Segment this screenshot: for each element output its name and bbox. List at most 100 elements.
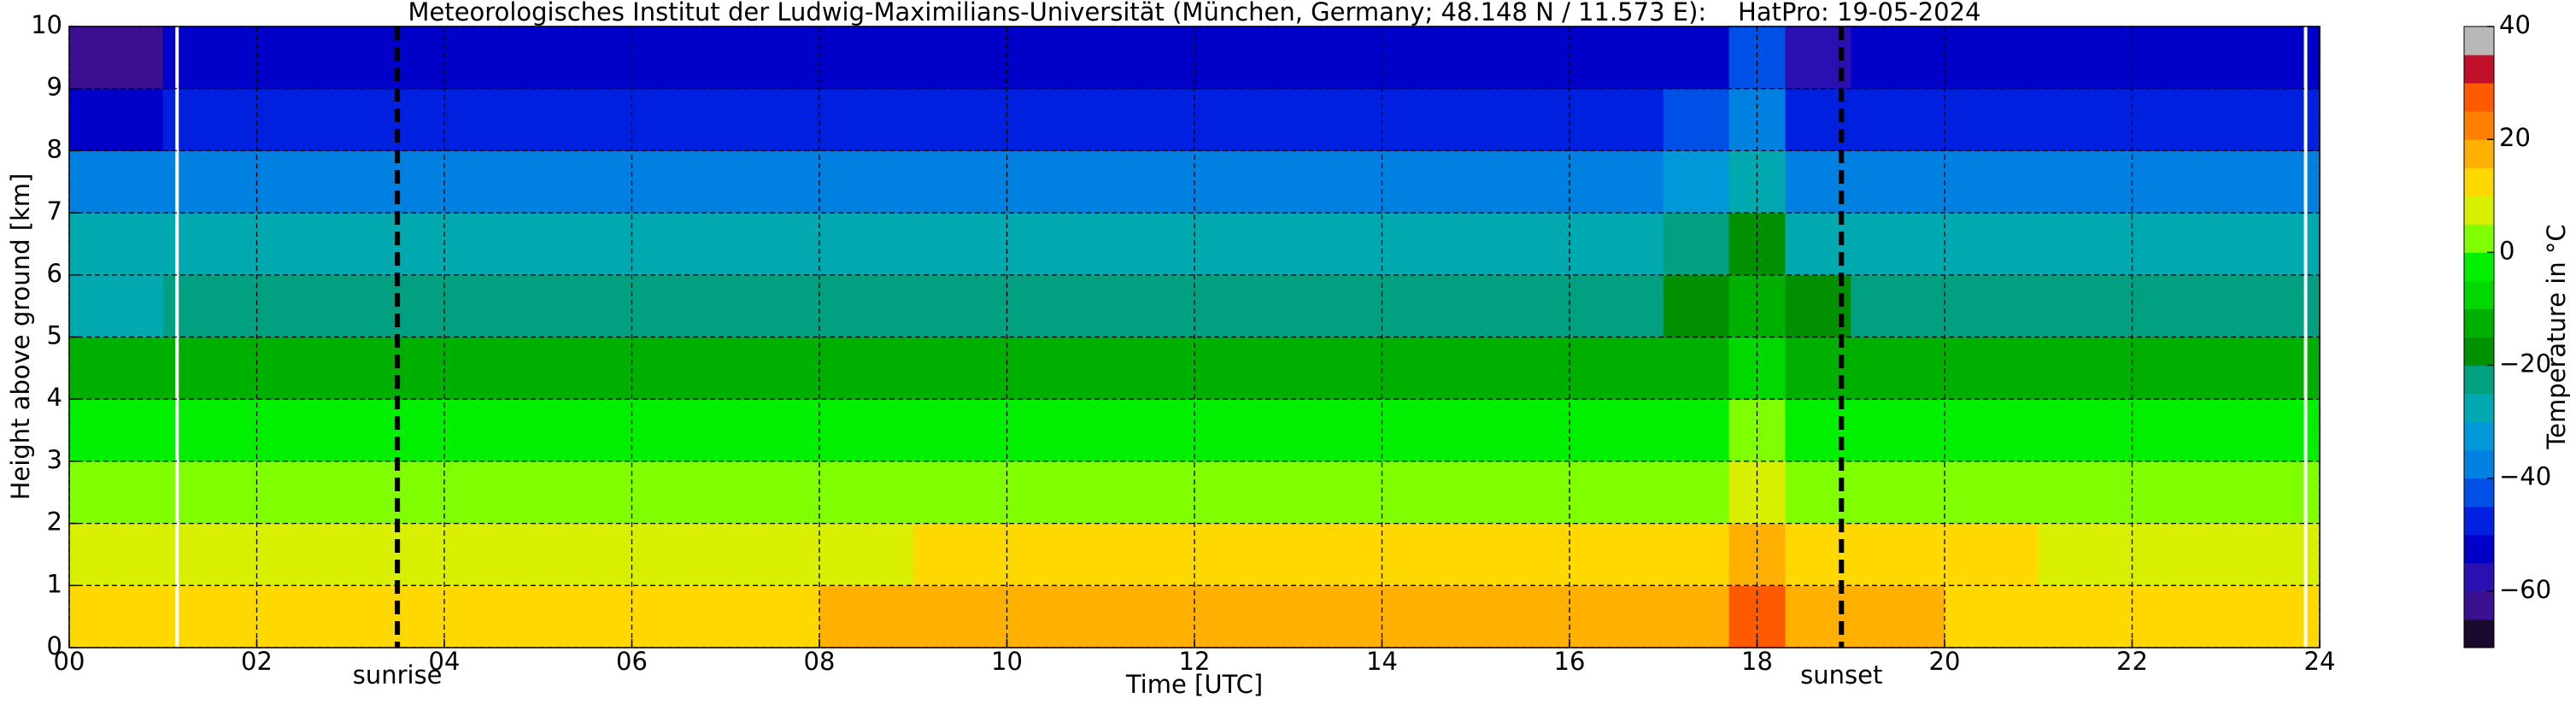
heatmap-cell: [2038, 399, 2133, 462]
chart-title: Meteorologisches Institut der Ludwig-Max…: [408, 0, 1980, 26]
heatmap-cell: [1194, 399, 1289, 462]
heatmap-cell: [537, 274, 633, 338]
heatmap-cell: [1194, 585, 1289, 648]
heatmap-cell: [2132, 585, 2227, 648]
heatmap-cell: [912, 26, 1008, 90]
heatmap-cell: [1476, 88, 1570, 151]
heatmap-cell: [1945, 337, 2039, 400]
heatmap-cell: [537, 523, 633, 586]
x-tick-label: 08: [804, 647, 836, 676]
y-tick-label: 3: [47, 445, 62, 474]
heatmap-cell: [2038, 337, 2133, 400]
heatmap-cell: [725, 88, 820, 151]
heatmap-cell: [1663, 88, 1730, 151]
heatmap-cell: [631, 399, 726, 462]
heatmap-cell: [1570, 399, 1664, 462]
heatmap-cell: [725, 150, 820, 214]
heatmap-cell: [537, 150, 633, 214]
heatmap-cell: [1570, 461, 1664, 525]
heatmap-cell: [1006, 337, 1101, 400]
heatmap-cell: [1382, 461, 1476, 525]
heatmap-cell: [912, 523, 1008, 586]
heatmap-cell: [1945, 274, 2039, 338]
y-tick-label: 4: [47, 383, 62, 412]
heatmap-cell: [537, 337, 633, 400]
heatmap-cell: [444, 213, 539, 276]
x-tick-label: 18: [1741, 647, 1773, 676]
heatmap-cell: [256, 26, 351, 90]
x-tick-label: 12: [1179, 647, 1211, 676]
heatmap-cell: [1663, 150, 1730, 214]
heatmap-cell: [1006, 213, 1101, 276]
heatmap-cell: [631, 461, 726, 525]
heatmap-cell: [2038, 150, 2133, 214]
colorbar-segment: [2464, 167, 2494, 197]
heatmap-cell: [1382, 337, 1476, 400]
heatmap-cell: [1006, 88, 1101, 151]
heatmap-cell: [1570, 26, 1664, 90]
heatmap-cell: [725, 523, 820, 586]
colorbar-tick-label: −40: [2499, 462, 2551, 491]
heatmap-cell: [1851, 213, 1945, 276]
heatmap-cell: [69, 399, 164, 462]
heatmap-cell: [2132, 274, 2227, 338]
x-tick-label: 20: [1929, 647, 1961, 676]
heatmap-cell: [631, 26, 726, 90]
heatmap-cell: [1006, 523, 1101, 586]
heatmap-cell: [1785, 461, 1851, 525]
colorbar-segment: [2464, 506, 2494, 536]
heatmap-cell: [1194, 461, 1289, 525]
y-tick-label: 9: [47, 73, 62, 102]
heatmap-cell: [350, 585, 445, 648]
heatmap-cell: [1006, 461, 1101, 525]
heatmap-cell: [912, 337, 1008, 400]
heatmap-cell: [1100, 150, 1195, 214]
heatmap-cell: [69, 26, 164, 90]
heatmap-cell: [631, 585, 726, 648]
heatmap-cell: [350, 461, 445, 525]
heatmap-cell: [912, 274, 1008, 338]
heatmap-cell: [1945, 88, 2039, 151]
heatmap-cell: [912, 213, 1008, 276]
heatmap-cell: [1785, 585, 1851, 648]
heatmap-cell: [1851, 461, 1945, 525]
heatmap-cell: [1382, 88, 1476, 151]
heatmap-cell: [2038, 461, 2133, 525]
heatmap-cell: [1382, 26, 1476, 90]
annotation-label: sunset: [1800, 660, 1882, 689]
heatmap-cell: [1663, 274, 1730, 338]
heatmap-cell: [2038, 26, 2133, 90]
heatmap-cell: [1663, 213, 1730, 276]
plot-frame: [68, 26, 2321, 648]
heatmap-cell: [69, 88, 164, 151]
heatmap-cell: [1100, 523, 1195, 586]
heatmap-cell: [2132, 150, 2227, 214]
x-tick-label: 14: [1366, 647, 1398, 676]
heatmap-cell: [256, 461, 351, 525]
heatmap-cell: [2132, 461, 2227, 525]
heatmap-cell: [1100, 337, 1195, 400]
heatmap-cell: [69, 213, 164, 276]
heatmap-cell: [1945, 461, 2039, 525]
heatmap-cell: [1382, 399, 1476, 462]
x-tick-label: 04: [429, 647, 461, 676]
heatmap-cell: [1851, 399, 1945, 462]
y-tick-label: 6: [47, 259, 62, 288]
heatmap-cell: [1100, 585, 1195, 648]
heatmap-cell: [256, 585, 351, 648]
heatmap-cell: [537, 88, 633, 151]
y-tick-label: 7: [47, 197, 62, 226]
x-axis-label: Time [UTC]: [1125, 670, 1263, 699]
heatmap-cell: [69, 461, 164, 525]
heatmap-cell: [1785, 399, 1851, 462]
heatmap-cell: [1851, 523, 1945, 586]
heatmap-cell: [1288, 213, 1383, 276]
heatmap-cell: [1851, 585, 1945, 648]
heatmap-cell: [1382, 523, 1476, 586]
heatmap-cell: [444, 88, 539, 151]
heatmap-cell: [444, 337, 539, 400]
colorbar-segment: [2464, 562, 2494, 592]
colorbar-segment: [2464, 449, 2494, 479]
x-tick-label: 16: [1554, 647, 1586, 676]
